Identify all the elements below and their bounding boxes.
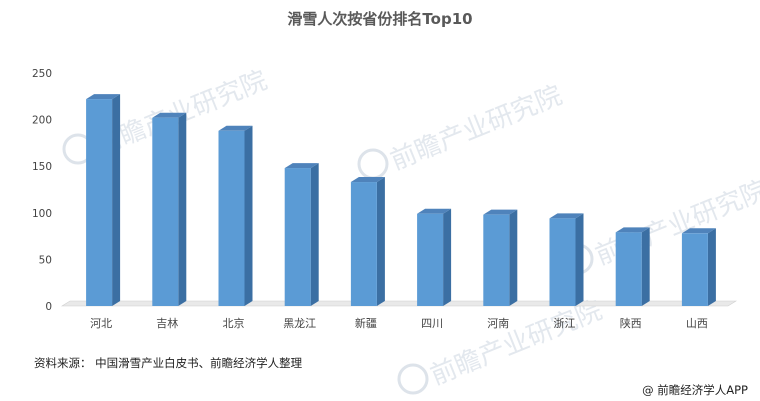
y-tick-label: 150 [32, 161, 52, 173]
bar-side [575, 213, 584, 306]
bar-side [310, 163, 319, 306]
bar-top [350, 177, 385, 183]
bar [483, 214, 510, 306]
bar-top [549, 213, 584, 219]
bar-top [284, 163, 319, 169]
bar [152, 117, 179, 307]
bar [417, 213, 444, 306]
y-tick-label: 50 [39, 254, 52, 266]
y-tick-label: 0 [45, 301, 52, 313]
chart-title: 滑雪人次按省份排名Top10 [287, 10, 473, 28]
x-tick-label: 山西 [686, 317, 708, 330]
bar-side [112, 94, 121, 306]
bar [681, 233, 708, 306]
bar-side [707, 228, 716, 306]
x-tick-label: 河北 [90, 317, 112, 330]
bar [615, 232, 642, 306]
bar [549, 218, 576, 306]
bar-top [218, 125, 253, 131]
y-tick-label: 250 [32, 68, 52, 80]
app-credit: @ 前瞻经济学人APP [642, 383, 748, 397]
bar-top [86, 94, 121, 100]
x-tick-label: 陕西 [620, 316, 642, 330]
x-tick-label: 河南 [487, 317, 509, 330]
x-tick-label: 浙江 [554, 317, 576, 330]
bar-top [152, 112, 187, 118]
y-tick-label: 200 [32, 115, 52, 127]
bar-side [244, 125, 253, 306]
bar-side [376, 177, 385, 306]
y-tick-label: 100 [32, 208, 52, 220]
bar-top [417, 208, 452, 214]
x-tick-label: 黑龙江 [283, 317, 316, 330]
bar [284, 168, 311, 306]
bar [350, 182, 377, 306]
x-tick-label: 新疆 [355, 316, 377, 330]
bar-side [641, 227, 650, 306]
source-note: 资料来源： 中国滑雪产业白皮书、前瞻经济学人整理 [34, 356, 303, 370]
x-tick-label: 吉林 [156, 316, 178, 330]
bar-top [483, 209, 518, 215]
bar-top [681, 228, 716, 234]
x-tick-label: 北京 [223, 316, 245, 330]
bar-side [178, 112, 187, 307]
bar-side [509, 209, 518, 306]
bar [86, 99, 113, 306]
x-tick-label: 四川 [421, 317, 443, 330]
bar [218, 130, 245, 306]
bar-top [615, 227, 650, 233]
bar-side [443, 208, 452, 306]
